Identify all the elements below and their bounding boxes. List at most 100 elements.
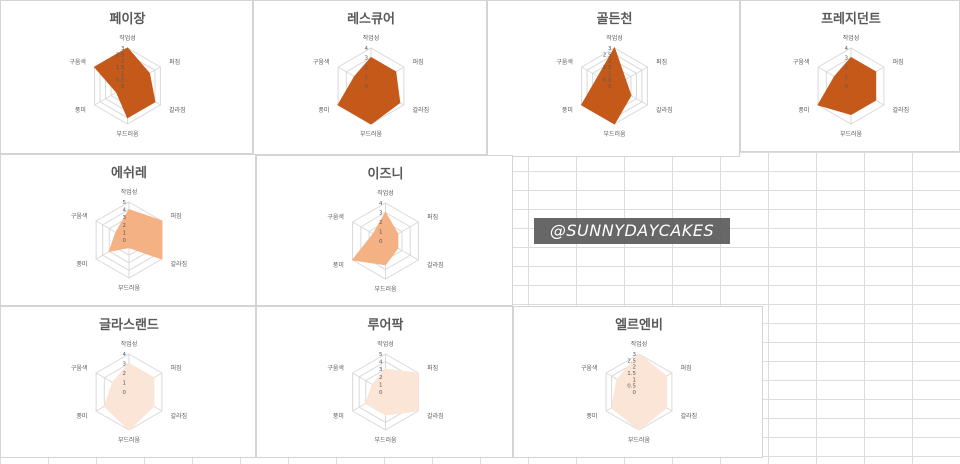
tick-label: 0.5	[603, 78, 612, 84]
data-polygon	[93, 47, 156, 119]
tick-label: 1.5	[116, 65, 125, 71]
tick-label: 3	[365, 56, 369, 62]
tick-label: 2.5	[603, 52, 612, 58]
tick-label: 2	[379, 220, 383, 226]
tick-label: 2.5	[116, 52, 125, 58]
tick-label: 2	[379, 375, 383, 381]
data-polygon	[611, 353, 667, 431]
axis-label: 작업성	[121, 340, 138, 348]
axis-label: 갈라짐	[427, 261, 444, 269]
chart-title: 이즈니	[368, 166, 404, 182]
chart-title: 페이장	[110, 11, 146, 27]
tick-label: 0	[123, 390, 127, 396]
data-polygon	[351, 211, 399, 266]
chart-title: 루어팍	[368, 317, 404, 333]
axis-label: 작업성	[121, 188, 138, 196]
tick-label: 0	[608, 84, 612, 90]
data-polygon	[817, 56, 877, 116]
tick-label: 1.5	[627, 371, 636, 377]
axis-label: 부드러움	[374, 436, 397, 444]
tick-label: 0	[121, 84, 125, 90]
axis-label: 풍미	[798, 106, 809, 114]
axis-label: 갈라짐	[413, 106, 430, 114]
axis-label: 퍼짐	[413, 58, 424, 66]
tick-label: 4	[379, 201, 383, 207]
axis-label: 퍼짐	[656, 58, 667, 66]
axis-label: 퍼짐	[427, 364, 438, 372]
axis-label: 풍미	[318, 106, 329, 114]
chart-panel-5: 에쉬레 5 4 3 2 1 0 작업성 퍼짐 갈라짐 부드러움 풍미 구움색	[0, 154, 256, 306]
tick-label: 1	[379, 230, 383, 236]
chart-title: 골든천	[597, 12, 633, 27]
tick-label: 2	[123, 223, 127, 229]
tick-label: 3	[123, 362, 127, 368]
data-polygon	[103, 362, 155, 431]
axis-label: 부드러움	[360, 130, 383, 138]
tick-label: 4	[365, 46, 369, 52]
tick-label: 0	[379, 239, 383, 245]
tick-label: 0	[365, 84, 369, 90]
tick-label: 2	[845, 65, 849, 71]
tick-label: 1	[845, 75, 849, 81]
axis-label: 부드러움	[840, 130, 863, 138]
chart-panel-9: 엘르엔비 3 2.5 2 1.5 1 0.5 0 작업성 퍼짐 갈라짐 부드러움 풍미 구움색	[513, 306, 763, 458]
tick-label: 1.5	[603, 65, 612, 71]
axis-label: 부드러움	[374, 285, 397, 293]
data-polygon	[108, 208, 163, 260]
tick-label: 3	[608, 46, 612, 52]
tick-label: 4	[845, 46, 849, 52]
axis-label: 부드러움	[603, 130, 626, 138]
axis-label: 퍼짐	[171, 212, 182, 220]
axis-label: 퍼짐	[169, 58, 180, 66]
tick-label: 3	[379, 367, 383, 373]
axis-label: 작업성	[843, 34, 860, 42]
tick-label: 3	[123, 215, 127, 221]
chart-panel-3: 골든천 3 2.5 2 1.5 1 0.5 0 작업성 퍼짐 갈라짐 부드러움 풍미 구움색	[487, 0, 740, 157]
axis-label: 퍼짐	[893, 58, 904, 66]
tick-label: 3	[845, 56, 849, 62]
axis-label: 풍미	[333, 412, 344, 420]
chart-title: 프레지던트	[821, 11, 881, 27]
axis-label: 퍼짐	[681, 364, 692, 372]
tick-label: 2	[633, 365, 637, 371]
axis-label: 부드러움	[118, 284, 141, 292]
tick-label: 1	[379, 382, 383, 388]
tick-label: 1	[123, 381, 127, 387]
chart-title: 에쉬레	[111, 165, 147, 181]
chart-panel-7: 글라스랜드 4 3 2 1 0 작업성 퍼짐 갈라짐 부드러움 풍미 구움색	[0, 306, 256, 458]
axis-label: 부드러움	[628, 436, 651, 444]
axis-label: 작업성	[631, 340, 648, 348]
tick-label: 2.5	[627, 358, 636, 364]
tick-label: 2	[121, 59, 125, 65]
axis-label: 풍미	[75, 106, 86, 114]
tick-label: 0	[633, 390, 637, 396]
axis-label: 갈라짐	[681, 412, 698, 420]
axis-label: 구움색	[71, 364, 88, 372]
tick-label: 1	[365, 75, 369, 81]
tick-label: 2	[608, 59, 612, 65]
axis-label: 구움색	[69, 58, 86, 66]
tick-label: 3	[379, 211, 383, 217]
tick-label: 2	[365, 65, 369, 71]
axis-label: 갈라짐	[656, 106, 673, 114]
axis-label: 갈라짐	[169, 106, 186, 114]
watermark-label: @SUNNYDAYCAKES	[534, 218, 730, 244]
axis-label: 작업성	[119, 34, 136, 42]
tick-label: 4	[123, 352, 127, 358]
axis-label: 풍미	[586, 412, 597, 420]
axis-label: 구움색	[327, 213, 344, 221]
axis-label: 작업성	[377, 340, 394, 348]
tick-label: 1	[123, 230, 127, 236]
data-polygon	[337, 56, 401, 125]
chart-panel-2: 레스큐어 4 3 2 1 0 작업성 퍼짐 갈라짐 부드러움 풍미 구움색	[253, 0, 487, 155]
tick-label: 0	[123, 238, 127, 244]
axis-label: 부드러움	[116, 130, 139, 138]
tick-label: 2	[123, 371, 127, 377]
axis-label: 갈라짐	[171, 260, 188, 268]
chart-panel-4: 프레지던트 4 3 2 1 0 작업성 퍼짐 갈라짐 부드러움 풍미 구움색	[740, 0, 960, 152]
tick-label: 3	[121, 46, 125, 52]
axis-label: 풍미	[333, 261, 344, 269]
chart-panel-1: 페이장 3 2.5 2 1.5 1 0.5 0 작업성 퍼짐 갈라짐 부드러움 풍미 구움색	[0, 0, 253, 154]
chart-panel-8: 루어팍 5 4 3 2 1 0 작업성 퍼짐 갈라짐 부드러움 풍미 구움색	[256, 306, 513, 458]
